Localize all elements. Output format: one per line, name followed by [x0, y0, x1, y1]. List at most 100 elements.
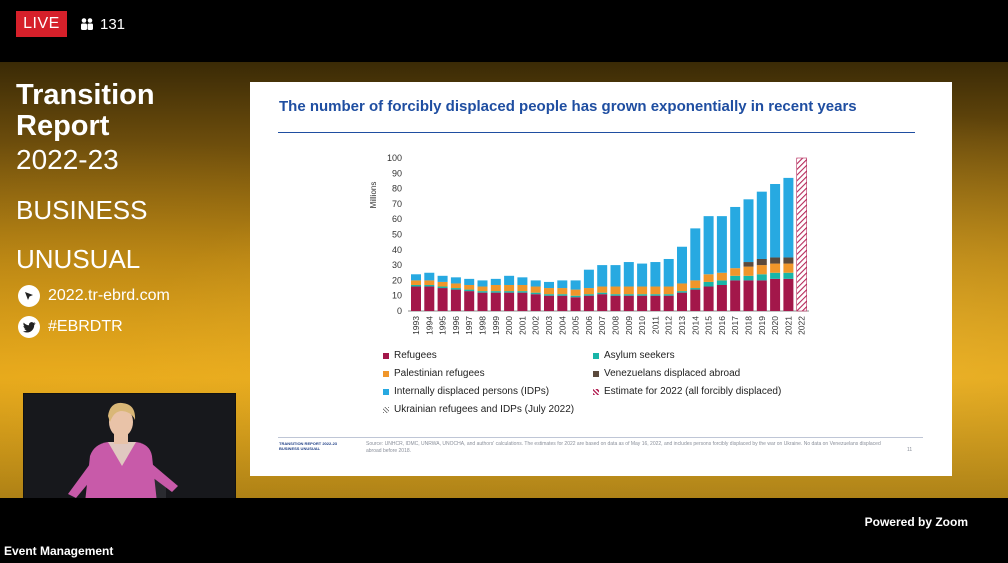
- bar-palestinian-1999: [490, 284, 501, 292]
- x-tick-label: 2003: [544, 316, 554, 335]
- bar-palestinian-1994: [424, 280, 435, 285]
- x-tick-label: 2015: [704, 316, 714, 335]
- bar-asylum-2003: [544, 294, 554, 296]
- brand-title-line2: Report: [16, 110, 110, 142]
- bar-refugees-2003: [544, 295, 554, 311]
- footer-source: Source: UNHCR, IDMC, UNRWA, UNOCHA, and …: [366, 441, 881, 454]
- bar-palestinian-1993: [411, 280, 421, 285]
- bar-asylum-2011: [650, 294, 661, 296]
- bar-idps-2001: [517, 277, 528, 285]
- bar-refugees-2011: [650, 295, 661, 311]
- legend-label: Refugees: [394, 350, 437, 361]
- bar-idps-2018: [743, 199, 754, 263]
- bar-asylum-1996: [450, 288, 461, 290]
- x-tick-label: 1999: [491, 316, 501, 335]
- x-tick-label: 2002: [531, 316, 541, 335]
- bar-refugees-2012: [663, 295, 674, 311]
- bar-refugees-2016: [716, 284, 727, 311]
- bar-refugees-2015: [703, 286, 714, 311]
- bar-idps-2014: [690, 228, 701, 281]
- chart-axes: 0 10 20 30 40 50 60 70 80 90 100: [387, 153, 809, 316]
- bar-refugees-2007: [597, 294, 608, 311]
- chart-bars: [411, 157, 808, 312]
- bar-palestinian-2018: [743, 266, 754, 276]
- legend-swatch: [383, 406, 389, 413]
- legend-swatch: [593, 370, 599, 377]
- x-tick-label: 2013: [677, 316, 687, 335]
- y-axis-label: Millions: [369, 182, 378, 209]
- bar-idps-2002: [530, 280, 541, 287]
- bar-idps-1993: [411, 274, 421, 281]
- legend-item-refugees: Refugees: [383, 350, 437, 361]
- bar-refugees-2004: [557, 295, 568, 311]
- bar-idps-2021: [783, 177, 794, 258]
- bar-asylum-1995: [437, 286, 448, 289]
- y-tick-label: 90: [392, 168, 402, 178]
- bar-asylum-2016: [716, 280, 727, 285]
- bar-asylum-2014: [690, 288, 701, 290]
- bar-palestinian-2020: [770, 263, 781, 273]
- bar-asylum-2020: [770, 272, 781, 279]
- bar-palestinian-2002: [530, 286, 541, 293]
- bar-refugees-2000: [504, 292, 515, 311]
- x-tick-label: 2017: [730, 316, 740, 335]
- legend-item-idps: Internally displaced persons (IDPs): [383, 386, 549, 397]
- viewer-count[interactable]: 131: [80, 14, 125, 34]
- bar-asylum-2013: [677, 291, 687, 293]
- bar-refugees-2013: [677, 292, 687, 311]
- y-tick-label: 10: [392, 291, 402, 301]
- legend-label: Internally displaced persons (IDPs): [394, 386, 550, 397]
- y-tick-label: 0: [397, 306, 402, 316]
- bar-palestinian-2012: [663, 286, 674, 295]
- report-branding: Transition Report 2022-23 BUSINESS UNUSU…: [16, 80, 155, 274]
- bar-idps-2004: [557, 280, 568, 289]
- bar-idps-2008: [610, 265, 621, 287]
- bar-idps-2013: [677, 246, 687, 284]
- bar-refugees-2006: [583, 295, 594, 311]
- y-tick-label: 20: [392, 275, 402, 285]
- bar-idps-2000: [504, 275, 515, 285]
- bar-palestinian-1995: [437, 281, 448, 287]
- y-tick-label: 100: [387, 153, 402, 163]
- legend-item-venezuelans: Venezuelans displaced abroad: [593, 368, 740, 379]
- legend-label: Venezuelans displaced abroad: [604, 368, 741, 379]
- bar-palestinian-2021: [783, 263, 794, 273]
- y-tick-label: 40: [392, 245, 402, 255]
- bar-idps-2007: [597, 265, 608, 287]
- bar-idps-1997: [464, 278, 475, 285]
- bar-idps-2012: [663, 258, 674, 287]
- bar-idps-1998: [477, 280, 488, 287]
- bar-palestinian-2016: [716, 272, 727, 281]
- legend-item-asylum: Asylum seekers: [593, 350, 675, 361]
- legend-item-palestinian: Palestinian refugees: [383, 368, 485, 379]
- x-tick-label: 2012: [664, 316, 674, 335]
- bar-palestinian-1997: [464, 284, 475, 290]
- bar-palestinian-2011: [650, 286, 661, 295]
- speaker-video-tile[interactable]: [23, 393, 236, 513]
- bar-asylum-2001: [517, 291, 528, 293]
- bar-palestinian-2015: [703, 274, 714, 282]
- bar-palestinian-1996: [450, 283, 461, 289]
- bar-palestinian-2013: [677, 283, 687, 292]
- footer-brand-line2: BUSINESS UNUSUAL: [279, 446, 321, 451]
- event-management-label[interactable]: Event Management: [4, 544, 114, 558]
- bar-palestinian-2017: [730, 268, 741, 276]
- bar-asylum-2021: [783, 272, 794, 279]
- bar-refugees-2001: [517, 292, 528, 311]
- cursor-icon: [18, 285, 40, 307]
- bar-idps-2005: [570, 280, 581, 290]
- y-tick-label: 30: [392, 260, 402, 270]
- bar-asylum-2008: [610, 294, 621, 296]
- bar-asylum-1993: [411, 284, 421, 287]
- bar-idps-2011: [650, 262, 661, 287]
- bar-asylum-2015: [703, 281, 714, 287]
- shared-slide: The number of forcibly displaced people …: [250, 82, 952, 476]
- x-tick-label: 2014: [690, 316, 700, 335]
- legend-label: Asylum seekers: [604, 350, 675, 361]
- bar-estimate-2022: [796, 157, 808, 312]
- x-tick-label: 2000: [504, 316, 514, 335]
- bar-asylum-2018: [743, 275, 754, 281]
- bar-refugees-2008: [610, 295, 621, 311]
- bar-asylum-1999: [490, 291, 501, 293]
